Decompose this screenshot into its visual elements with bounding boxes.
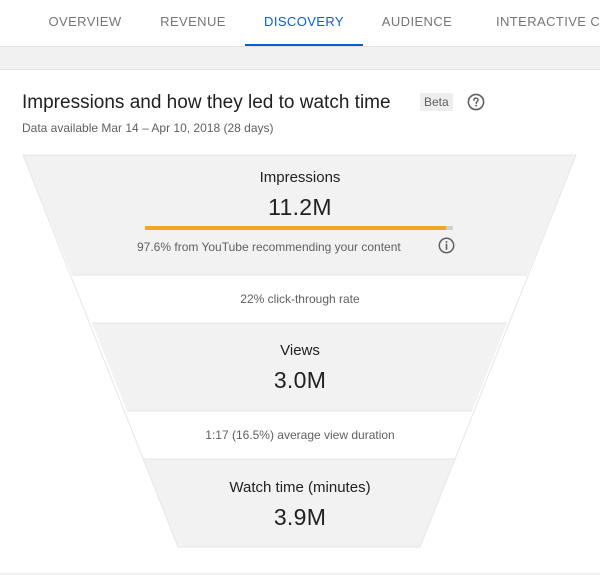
click-through-rate-note: 22% click-through rate xyxy=(240,292,360,306)
question-circle-icon[interactable] xyxy=(467,93,485,111)
tab-interactive-content[interactable]: INTERACTIVE CON xyxy=(496,14,600,29)
views-value: 3.0M xyxy=(273,367,327,393)
tab-audience[interactable]: AUDIENCE xyxy=(381,14,453,29)
impressions-source-note: 97.6% from YouTube recommending your con… xyxy=(137,240,401,254)
info-circle-icon[interactable] xyxy=(438,237,455,254)
average-view-duration-note: 1:17 (16.5%) average view duration xyxy=(205,428,395,442)
tab-discovery[interactable]: DISCOVERY xyxy=(264,14,344,29)
active-tab-indicator xyxy=(245,44,363,46)
impressions-stage xyxy=(23,155,576,275)
watch-time-label: Watch time (minutes) xyxy=(229,479,371,496)
card-title: Impressions and how they led to watch ti… xyxy=(22,92,391,113)
tab-overview[interactable]: OVERVIEW xyxy=(48,14,122,29)
watch-time-value: 3.9M xyxy=(273,504,327,530)
funnel-outline xyxy=(22,154,577,548)
tab-revenue[interactable]: REVENUE xyxy=(160,14,226,29)
tab-bar: OVERVIEW REVENUE DISCOVERY AUDIENCE INTE… xyxy=(0,0,600,47)
impressions-value: 11.2M xyxy=(268,194,332,220)
ctr-stage xyxy=(72,275,527,323)
avd-stage xyxy=(127,411,472,459)
watch-time-stage xyxy=(144,459,455,547)
impressions-label: Impressions xyxy=(259,169,341,186)
date-range-text: Data available Mar 14 – Apr 10, 2018 (28… xyxy=(22,121,274,135)
views-stage xyxy=(92,323,507,411)
views-label: Views xyxy=(280,342,320,359)
recommended-share-bar xyxy=(145,226,453,230)
beta-badge: Beta xyxy=(420,93,453,111)
recommended-share-bar-fill xyxy=(145,226,446,230)
